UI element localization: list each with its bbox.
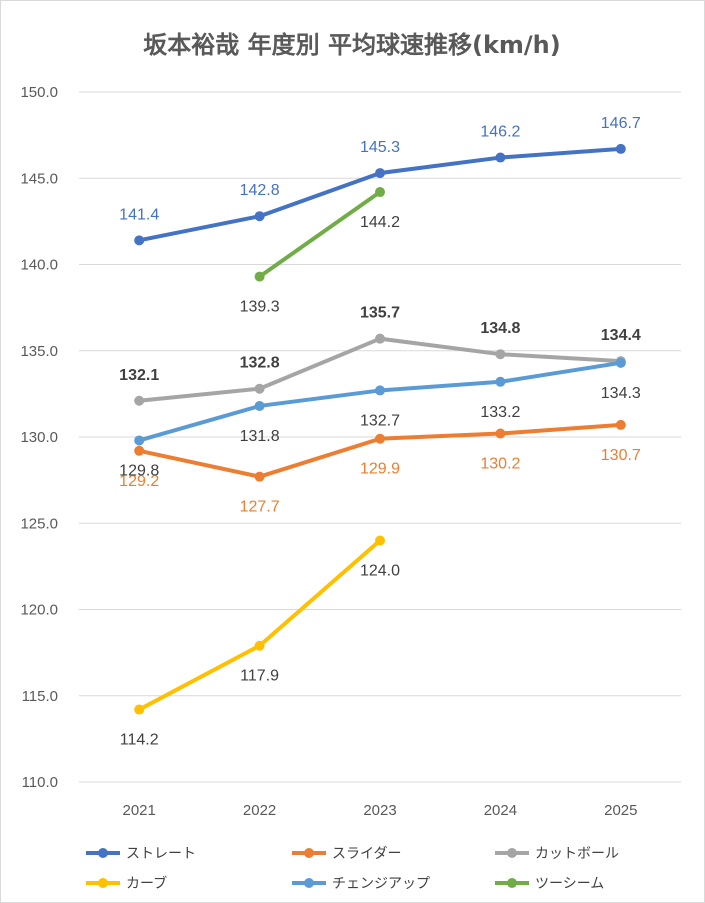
y-tick-label: 110.0 xyxy=(22,774,58,791)
x-tick-label: 2022 xyxy=(243,802,276,819)
legend-label: ストレート xyxy=(126,846,196,862)
data-point xyxy=(615,357,626,368)
data-label: 134.4 xyxy=(601,327,641,344)
legend-item: カーブ xyxy=(86,875,167,892)
y-tick-label: 135.0 xyxy=(20,343,58,360)
legend-label: スライダー xyxy=(332,846,401,862)
data-point xyxy=(495,349,506,360)
legend-item: ストレート xyxy=(86,846,196,862)
data-label: 141.4 xyxy=(119,206,159,223)
data-point xyxy=(254,400,265,411)
data-point xyxy=(254,211,265,222)
data-point xyxy=(495,376,506,387)
data-label: 139.3 xyxy=(240,299,280,316)
series-line xyxy=(134,535,385,715)
data-point xyxy=(134,445,145,456)
data-label: 124.0 xyxy=(360,563,400,580)
data-label: 129.9 xyxy=(360,461,400,478)
data-point xyxy=(615,419,626,430)
series-line xyxy=(134,419,626,482)
x-tick-label: 2024 xyxy=(484,802,517,819)
data-label: 146.7 xyxy=(601,115,641,132)
data-point xyxy=(615,143,626,154)
legend-swatch-marker xyxy=(304,848,314,858)
data-point xyxy=(254,271,265,282)
y-tick-label: 120.0 xyxy=(20,602,58,619)
x-tick-label: 2021 xyxy=(123,802,156,819)
data-point xyxy=(495,152,506,163)
legend-swatch-marker xyxy=(507,878,517,888)
legend-swatch-marker xyxy=(507,848,517,858)
y-tick-label: 145.0 xyxy=(20,170,58,187)
data-point xyxy=(134,435,145,446)
data-label: 142.8 xyxy=(240,182,280,199)
x-tick-label: 2023 xyxy=(363,802,396,819)
legend-label: チェンジアップ xyxy=(332,876,430,892)
data-label: 130.2 xyxy=(480,456,520,473)
chart-title: 坂本裕哉 年度別 平均球速推移(km/h) xyxy=(143,31,560,59)
data-label-layer: 141.4 142.8 145.3 146.2 146.7 129.2 127.7 129.9… xyxy=(119,115,641,749)
data-point xyxy=(495,428,506,439)
data-point xyxy=(254,383,265,394)
legend-label: カーブ xyxy=(126,875,167,892)
data-point xyxy=(375,535,385,546)
y-tick-label: 115.0 xyxy=(22,688,58,705)
data-point xyxy=(134,235,145,246)
data-point xyxy=(375,168,385,179)
data-label: 134.8 xyxy=(480,320,520,337)
data-label: 132.8 xyxy=(240,355,280,372)
data-label: 133.2 xyxy=(480,404,520,421)
legend-item: カットボール xyxy=(495,846,619,862)
x-axis: 2021 2022 2023 2024 2025 xyxy=(123,802,638,819)
data-point xyxy=(375,385,385,396)
data-label: 129.8 xyxy=(119,462,159,479)
data-point xyxy=(134,704,145,715)
data-label: 127.7 xyxy=(240,499,280,516)
data-label: 134.3 xyxy=(601,385,641,402)
data-label: 135.7 xyxy=(360,305,400,322)
legend-item: チェンジアップ xyxy=(292,876,430,892)
series-line xyxy=(254,187,385,282)
data-label: 131.8 xyxy=(240,428,280,445)
data-point xyxy=(254,471,265,482)
y-tick-label: 150.0 xyxy=(20,84,58,101)
x-tick-label: 2025 xyxy=(604,802,637,819)
data-label: 146.2 xyxy=(480,124,520,141)
legend-item: ツーシーム xyxy=(495,876,604,892)
data-label: 132.1 xyxy=(119,367,159,384)
series-layer xyxy=(134,143,626,715)
legend-swatch-marker xyxy=(98,878,108,888)
legend-label: カットボール xyxy=(535,846,619,862)
data-point xyxy=(375,333,385,344)
data-label: 117.9 xyxy=(240,668,279,685)
legend-label: ツーシーム xyxy=(535,876,604,892)
y-tick-label: 125.0 xyxy=(20,515,58,532)
data-label: 130.7 xyxy=(601,447,641,464)
data-point xyxy=(375,433,385,444)
y-axis: 110.0 115.0 120.0 125.0 130.0 135.0 140.0 145.0… xyxy=(20,84,58,791)
data-label: 114.2 xyxy=(120,732,159,749)
y-tick-label: 140.0 xyxy=(20,257,58,274)
legend-swatch-marker xyxy=(98,848,108,858)
data-label: 145.3 xyxy=(360,139,400,156)
data-label: 132.7 xyxy=(360,412,400,429)
legend-item: スライダー xyxy=(292,846,401,862)
series-line xyxy=(134,143,626,246)
series-line xyxy=(134,357,626,446)
data-point xyxy=(254,640,265,651)
y-tick-label: 130.0 xyxy=(20,429,58,446)
data-point xyxy=(375,187,385,198)
series-path xyxy=(257,190,382,279)
data-label: 144.2 xyxy=(360,214,400,231)
data-point xyxy=(134,395,145,406)
legend-swatch-marker xyxy=(304,878,314,888)
data-label: 129.2 xyxy=(119,473,159,490)
